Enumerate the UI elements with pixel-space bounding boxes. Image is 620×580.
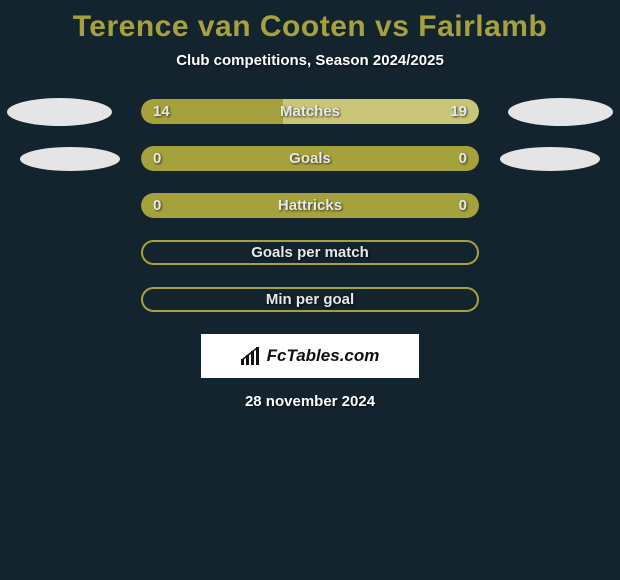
player-oval-left [7, 98, 112, 126]
stat-value-right: 0 [459, 150, 467, 167]
stat-value-left: 0 [153, 150, 161, 167]
stat-bar: 14 Matches 19 [141, 99, 479, 124]
stat-value-left: 14 [153, 103, 170, 120]
stat-bar: Min per goal [141, 287, 479, 312]
logo-text: FcTables.com [267, 346, 380, 366]
bars-icon [241, 347, 263, 365]
stat-label: Hattricks [278, 197, 342, 214]
stat-value-right: 0 [459, 197, 467, 214]
comparison-infographic: Terence van Cooten vs Fairlamb Club comp… [0, 0, 620, 410]
stat-row: Min per goal [0, 287, 620, 312]
stat-label: Matches [280, 103, 340, 120]
stat-value-left: 0 [153, 197, 161, 214]
stat-bar: 0 Hattricks 0 [141, 193, 479, 218]
stat-bar: Goals per match [141, 240, 479, 265]
stat-bar: 0 Goals 0 [141, 146, 479, 171]
stat-label: Goals per match [251, 244, 369, 261]
stat-row: 14 Matches 19 [0, 99, 620, 124]
player-oval-left [20, 147, 120, 171]
logo-box: FcTables.com [201, 334, 419, 378]
stat-value-right: 19 [450, 103, 467, 120]
player-oval-right [508, 98, 613, 126]
stat-row: 0 Hattricks 0 [0, 193, 620, 218]
page-subtitle: Club competitions, Season 2024/2025 [0, 52, 620, 99]
stat-label: Goals [289, 150, 331, 167]
stat-rows: 14 Matches 19 0 Goals 0 0 Hattricks 0 Goals per m… [0, 99, 620, 312]
logo: FcTables.com [241, 346, 380, 366]
stat-label: Min per goal [266, 291, 354, 308]
player-oval-right [500, 147, 600, 171]
stat-row: Goals per match [0, 240, 620, 265]
date-label: 28 november 2024 [0, 393, 620, 410]
page-title: Terence van Cooten vs Fairlamb [0, 5, 620, 52]
stat-row: 0 Goals 0 [0, 146, 620, 171]
